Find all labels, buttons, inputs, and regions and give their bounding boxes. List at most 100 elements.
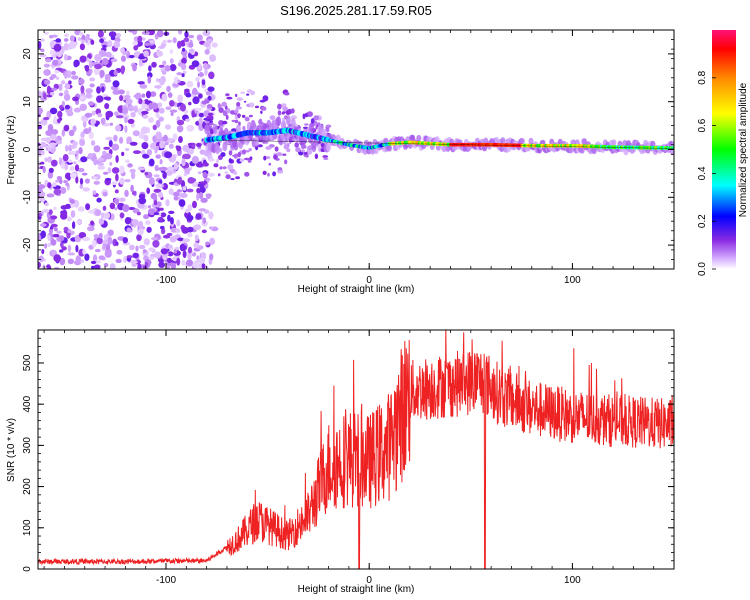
- noise-speckle: [73, 107, 81, 113]
- noise-speckle: [159, 159, 163, 165]
- noise-speckle: [172, 133, 178, 141]
- noise-speckle: [75, 176, 79, 184]
- noise-speckle: [160, 227, 166, 235]
- noise-speckle: [142, 153, 150, 159]
- noise-speckle: [130, 123, 135, 128]
- noise-speckle: [94, 209, 102, 217]
- noise-speckle: [159, 77, 165, 86]
- noise-speckle: [118, 89, 125, 95]
- noise-speckle: [110, 36, 116, 41]
- noise-speckle: [243, 157, 251, 161]
- noise-speckle: [163, 134, 168, 142]
- noise-speckle: [114, 111, 119, 116]
- noise-speckle: [175, 228, 181, 234]
- noise-speckle: [153, 212, 160, 216]
- noise-speckle: [188, 34, 195, 39]
- noise-speckle: [269, 115, 276, 121]
- noise-speckle: [105, 136, 113, 141]
- noise-speckle: [52, 59, 59, 66]
- noise-speckle: [145, 220, 151, 226]
- noise-speckle: [216, 158, 219, 164]
- noise-speckle: [132, 40, 138, 46]
- noise-speckle: [122, 204, 130, 213]
- noise-speckle: [61, 246, 67, 251]
- noise-speckle: [207, 112, 214, 116]
- noise-speckle: [90, 39, 95, 45]
- noise-speckle: [45, 58, 52, 63]
- noise-speckle: [103, 96, 111, 101]
- noise-speckle: [101, 57, 109, 66]
- snr-marks: [38, 330, 674, 569]
- noise-speckle: [170, 112, 174, 116]
- noise-speckle: [202, 171, 207, 178]
- noise-speckle: [188, 101, 192, 106]
- noise-speckle: [235, 176, 241, 180]
- noise-speckle: [62, 154, 69, 162]
- noise-speckle: [167, 92, 173, 98]
- noise-speckle: [43, 69, 51, 76]
- noise-speckle: [55, 179, 60, 183]
- noise-speckle: [87, 152, 93, 160]
- noise-speckle: [148, 177, 155, 186]
- noise-speckle: [130, 184, 134, 193]
- noise-speckle: [248, 114, 253, 118]
- ridge-halo: [362, 148, 368, 155]
- noise-speckle: [177, 79, 181, 83]
- noise-speckle: [100, 212, 105, 219]
- noise-speckle: [124, 217, 131, 225]
- noise-speckle: [77, 37, 82, 41]
- noise-speckle: [203, 62, 208, 70]
- noise-speckle: [193, 242, 200, 249]
- ridge-halo: [235, 124, 241, 135]
- noise-speckle: [64, 33, 69, 38]
- noise-speckle: [263, 155, 267, 161]
- noise-speckle: [230, 110, 236, 115]
- noise-speckle: [208, 125, 213, 128]
- noise-speckle: [148, 65, 152, 72]
- noise-speckle: [176, 119, 185, 126]
- noise-speckle: [96, 197, 102, 203]
- snr-panel: -100 0 100 0 100 200 300 400 500 Height of stra…: [6, 329, 675, 595]
- noise-speckle: [107, 40, 113, 48]
- noise-speckle: [169, 58, 174, 64]
- noise-speckle: [113, 40, 121, 49]
- noise-speckle: [85, 92, 92, 99]
- noise-speckle: [119, 197, 126, 202]
- noise-speckle: [137, 167, 146, 171]
- noise-speckle: [142, 249, 147, 254]
- noise-speckle: [208, 211, 214, 220]
- snr-x-label: Height of straight line (km): [298, 584, 415, 595]
- noise-speckle: [218, 107, 224, 113]
- noise-speckle: [168, 138, 173, 143]
- noise-speckle: [58, 83, 63, 92]
- noise-speckle: [65, 183, 70, 187]
- noise-speckle: [67, 258, 75, 265]
- noise-speckle: [115, 124, 122, 132]
- noise-speckle: [225, 174, 231, 180]
- noise-speckle: [177, 237, 185, 242]
- noise-speckle: [196, 192, 200, 201]
- noise-speckle: [82, 120, 87, 128]
- noise-speckle: [169, 64, 177, 72]
- noise-speckle: [68, 80, 72, 85]
- noise-speckle: [154, 85, 162, 89]
- noise-speckle: [196, 187, 201, 194]
- x-tick-label: -100: [156, 275, 176, 286]
- noise-speckle: [44, 202, 49, 207]
- noise-speckle: [186, 188, 194, 193]
- noise-speckle: [84, 253, 90, 261]
- noise-speckle: [42, 166, 46, 174]
- noise-speckle: [315, 125, 318, 130]
- noise-speckle: [78, 232, 87, 239]
- noise-speckle: [41, 248, 45, 255]
- noise-speckle: [181, 226, 189, 234]
- spectrogram-y-ticks: -20 -10 0 10 20: [22, 29, 674, 270]
- noise-speckle: [129, 168, 136, 174]
- noise-speckle: [138, 98, 143, 105]
- noise-speckle: [155, 112, 160, 118]
- noise-speckle: [82, 236, 90, 242]
- noise-speckle: [302, 126, 309, 129]
- noise-speckle: [121, 151, 125, 157]
- ridge-halo: [204, 124, 210, 135]
- noise-speckle: [202, 162, 209, 167]
